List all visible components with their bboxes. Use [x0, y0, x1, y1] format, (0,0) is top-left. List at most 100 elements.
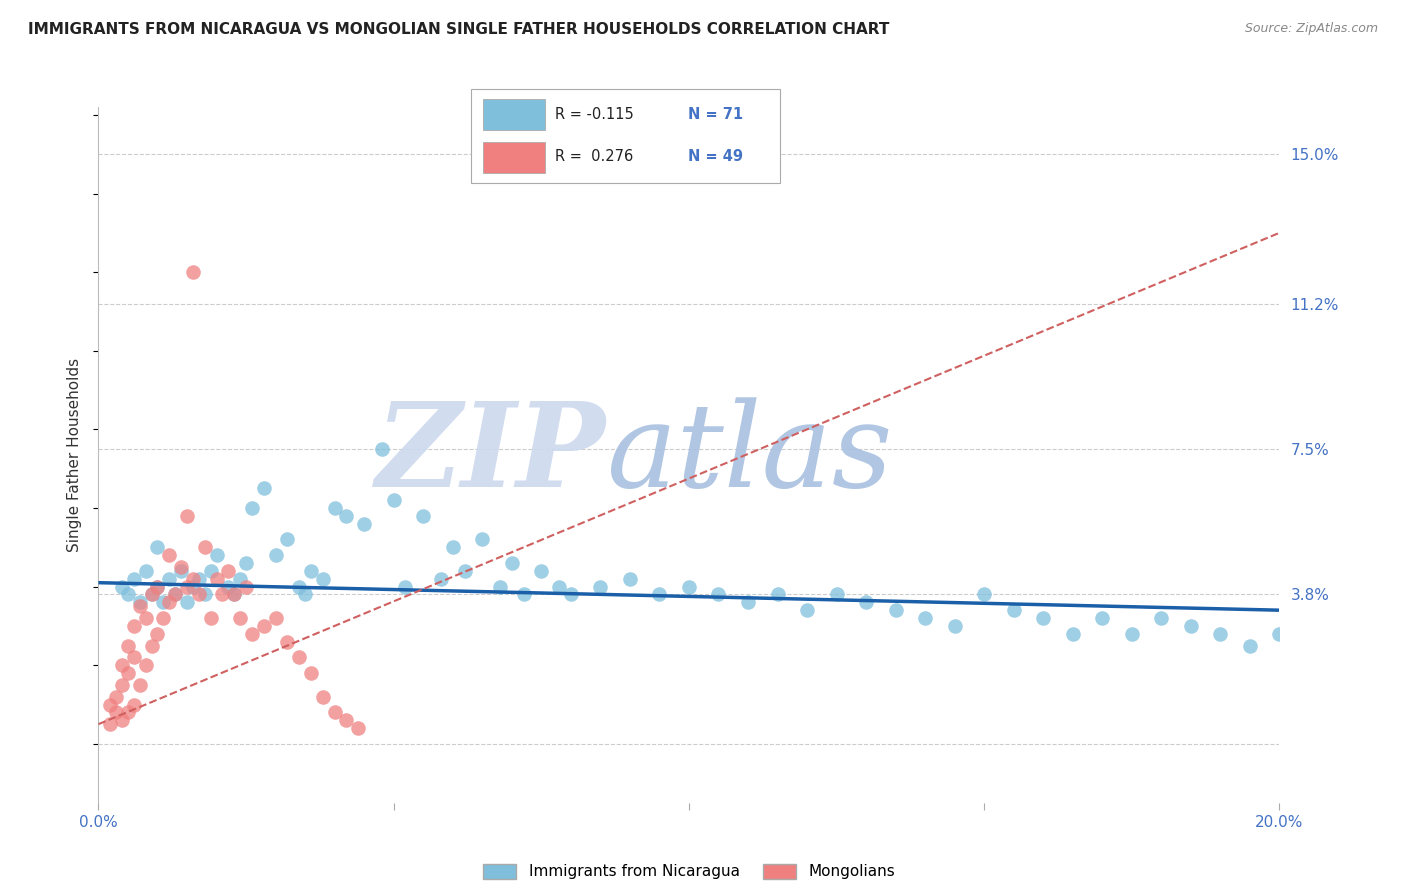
Point [128, 678, 150, 692]
Point [111, 658, 134, 673]
Point [299, 666, 322, 681]
Point [371, 442, 394, 456]
Point [224, 587, 246, 601]
Point [117, 639, 139, 653]
Text: ZIP: ZIP [377, 398, 606, 512]
Point [217, 564, 239, 578]
Point [294, 587, 316, 601]
Point [276, 533, 298, 547]
Point [200, 611, 222, 625]
Point [187, 572, 209, 586]
Y-axis label: Single Father Households: Single Father Households [67, 358, 83, 552]
Point [194, 541, 217, 555]
Point [98, 698, 121, 712]
Point [176, 508, 198, 523]
Point [117, 706, 139, 720]
Point [170, 560, 193, 574]
FancyBboxPatch shape [484, 142, 546, 173]
Point [1121, 627, 1143, 641]
Point [105, 706, 128, 720]
Point [1239, 639, 1261, 653]
Point [884, 603, 907, 617]
Point [111, 678, 134, 692]
Point [1062, 627, 1084, 641]
Legend: Immigrants from Nicaragua, Mongolians: Immigrants from Nicaragua, Mongolians [477, 857, 901, 886]
Point [1032, 611, 1054, 625]
Point [1091, 611, 1114, 625]
Point [111, 713, 134, 727]
Point [181, 572, 204, 586]
Text: R =  0.276: R = 0.276 [554, 149, 633, 163]
Point [335, 508, 357, 523]
Point [441, 541, 464, 555]
Point [453, 564, 475, 578]
Point [855, 595, 877, 609]
Point [135, 658, 157, 673]
Point [229, 572, 252, 586]
Point [825, 587, 848, 601]
Point [394, 580, 416, 594]
Text: IMMIGRANTS FROM NICARAGUA VS MONGOLIAN SINGLE FATHER HOUSEHOLDS CORRELATION CHAR: IMMIGRANTS FROM NICARAGUA VS MONGOLIAN S… [28, 22, 890, 37]
Point [181, 580, 204, 594]
Point [276, 634, 298, 648]
Point [382, 493, 405, 508]
Point [165, 587, 187, 601]
Point [146, 580, 169, 594]
Point [589, 580, 612, 594]
Point [146, 541, 169, 555]
Point [205, 572, 228, 586]
Point [560, 587, 582, 601]
Point [943, 619, 966, 633]
Point [353, 516, 375, 531]
Point [146, 627, 169, 641]
Point [1209, 627, 1232, 641]
Point [619, 572, 641, 586]
Point [181, 265, 204, 279]
Point [141, 587, 163, 601]
Point [240, 627, 263, 641]
Point [111, 580, 134, 594]
Point [548, 580, 571, 594]
Point [141, 587, 163, 601]
Point [766, 587, 789, 601]
Text: R = -0.115: R = -0.115 [554, 106, 633, 121]
Point [229, 611, 252, 625]
Point [122, 698, 145, 712]
Point [648, 587, 671, 601]
FancyBboxPatch shape [484, 98, 546, 130]
Point [430, 572, 453, 586]
Point [707, 587, 730, 601]
Point [1268, 627, 1291, 641]
Point [122, 572, 145, 586]
Point [128, 595, 150, 609]
Point [253, 481, 276, 495]
Point [157, 572, 180, 586]
Point [253, 619, 276, 633]
Point [146, 580, 169, 594]
Point [194, 587, 217, 601]
Point [512, 587, 534, 601]
Point [117, 666, 139, 681]
Point [157, 595, 180, 609]
Text: N = 71: N = 71 [688, 106, 742, 121]
Point [323, 706, 346, 720]
Point [122, 650, 145, 665]
Point [501, 556, 523, 570]
Point [122, 619, 145, 633]
Point [914, 611, 936, 625]
Point [235, 580, 257, 594]
Point [105, 690, 128, 704]
Point [288, 580, 311, 594]
Point [141, 639, 163, 653]
Point [335, 713, 357, 727]
Point [98, 717, 121, 731]
Point [176, 580, 198, 594]
Point [288, 650, 311, 665]
Point [217, 580, 239, 594]
Point [200, 564, 222, 578]
Point [240, 500, 263, 515]
Point [323, 500, 346, 515]
Point [187, 587, 209, 601]
Point [128, 599, 150, 614]
FancyBboxPatch shape [471, 89, 780, 183]
